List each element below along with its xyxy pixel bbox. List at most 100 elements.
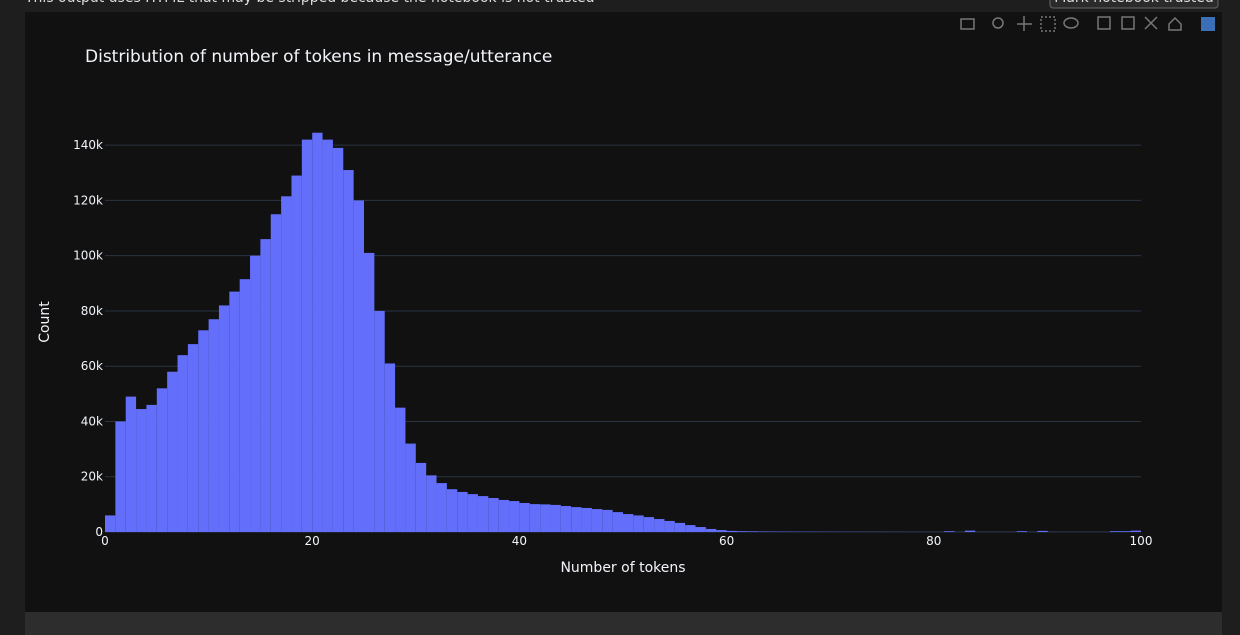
bar xyxy=(477,496,489,532)
y-tick-label: 140k xyxy=(73,138,103,152)
bar xyxy=(105,515,116,532)
bar xyxy=(612,512,623,532)
trust-button-label[interactable]: Mark notebook trusted xyxy=(1054,0,1214,6)
bar xyxy=(602,509,613,532)
bar xyxy=(726,530,737,532)
lasso-icon[interactable] xyxy=(1063,17,1079,29)
bar xyxy=(685,525,696,532)
y-tick-label: 60k xyxy=(81,359,103,373)
bar xyxy=(540,504,551,532)
bar xyxy=(488,498,499,532)
y-tick-label: 100k xyxy=(73,249,103,263)
bar xyxy=(705,528,717,532)
bar xyxy=(498,499,510,532)
bar xyxy=(218,305,230,532)
y-tick-label: 120k xyxy=(73,193,103,207)
x-tick-label: 100 xyxy=(1130,534,1153,548)
modebar xyxy=(960,16,1215,32)
bar xyxy=(509,501,520,532)
trust-button[interactable] xyxy=(1049,0,1219,9)
bar xyxy=(353,200,364,532)
x-axis-label: Number of tokens xyxy=(560,560,685,576)
bar xyxy=(716,530,727,532)
bar xyxy=(250,255,261,532)
bar xyxy=(664,520,675,532)
bar xyxy=(1109,531,1121,532)
bar xyxy=(1120,531,1131,532)
bar xyxy=(1130,530,1141,532)
bar xyxy=(115,421,126,532)
bar xyxy=(364,252,375,532)
bar xyxy=(312,132,323,532)
bar xyxy=(467,494,478,532)
bar xyxy=(519,502,530,532)
autoscale-icon[interactable] xyxy=(1144,16,1158,30)
bar xyxy=(156,388,168,532)
zoom-out-icon[interactable] xyxy=(1121,16,1135,30)
x-tick-label: 40 xyxy=(512,534,527,548)
bar xyxy=(944,531,955,532)
bar xyxy=(457,491,468,532)
bar xyxy=(198,330,209,532)
x-tick-label: 0 xyxy=(101,534,109,548)
y-tick-label: 40k xyxy=(81,414,103,428)
x-tick-label: 60 xyxy=(719,534,734,548)
bar xyxy=(260,239,271,532)
bar xyxy=(177,355,188,532)
bar xyxy=(136,409,147,532)
reset-icon[interactable] xyxy=(1168,16,1182,31)
bar xyxy=(146,404,157,532)
bar xyxy=(1037,530,1048,532)
y-tick-label: 0 xyxy=(95,525,103,539)
bar xyxy=(395,407,406,532)
bar xyxy=(270,214,282,532)
pan-icon[interactable] xyxy=(1017,16,1032,31)
bar xyxy=(560,506,572,532)
x-tick-label: 80 xyxy=(926,534,941,548)
bar xyxy=(747,531,758,532)
bar xyxy=(436,483,447,532)
scrollbar-area xyxy=(25,612,1222,635)
bar xyxy=(623,514,634,532)
y-tick-label: 20k xyxy=(81,470,103,484)
bar xyxy=(654,519,665,532)
plot-area: 0 20k 40k 60k 80k 100k 120k 140k 0 20 40 60 80 100 xyxy=(73,132,1153,548)
bar xyxy=(446,489,458,532)
bar xyxy=(343,170,354,533)
bar xyxy=(695,527,706,532)
bar xyxy=(529,504,541,532)
zoom-in-icon[interactable] xyxy=(1097,16,1111,30)
bar xyxy=(674,522,686,532)
bar xyxy=(239,279,251,532)
bar xyxy=(384,363,396,532)
bar xyxy=(964,530,976,532)
bar xyxy=(581,507,592,532)
bar xyxy=(322,139,333,532)
bar xyxy=(332,147,344,532)
zoom-icon[interactable] xyxy=(992,17,1004,29)
bar xyxy=(167,371,178,532)
bar xyxy=(291,175,302,533)
bar xyxy=(426,475,437,532)
bar xyxy=(571,507,582,532)
chart-title: Distribution of number of tokens in mess… xyxy=(85,47,552,67)
x-tick-label: 20 xyxy=(305,534,320,548)
bar xyxy=(1016,531,1028,532)
trust-message: This output uses HTML that may be stripp… xyxy=(24,0,595,6)
bar xyxy=(229,291,240,532)
bar xyxy=(736,531,748,532)
camera-icon[interactable] xyxy=(960,18,975,30)
bar xyxy=(187,344,199,532)
bar xyxy=(415,462,427,532)
y-axis-label: Count xyxy=(37,301,53,343)
bar xyxy=(374,310,385,532)
bar xyxy=(208,319,219,532)
plotly-logo[interactable] xyxy=(1201,17,1215,31)
bar xyxy=(591,509,603,532)
bar xyxy=(757,531,769,532)
bar xyxy=(550,504,561,532)
y-tick-label: 80k xyxy=(81,304,103,318)
bar xyxy=(125,396,137,532)
select-icon[interactable] xyxy=(1040,16,1056,32)
